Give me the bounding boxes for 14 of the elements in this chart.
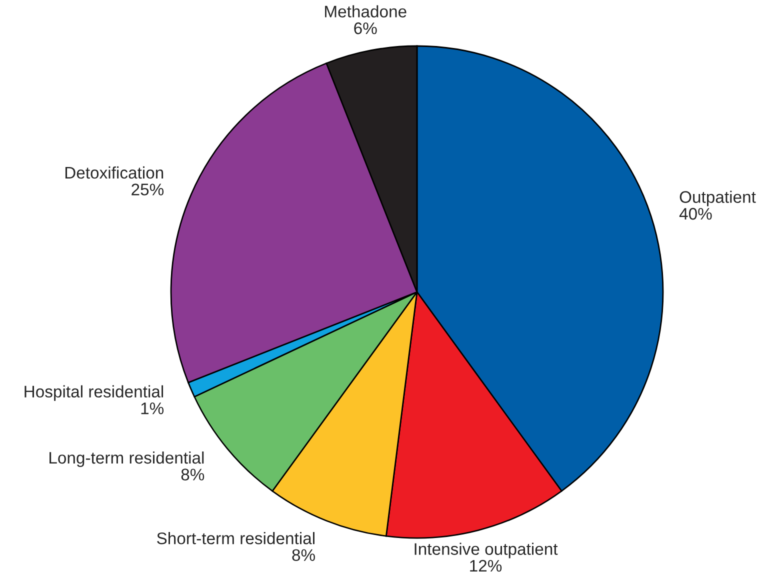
data-label: 6% [354, 22, 377, 34]
slice-label: Intensive outpatient [414, 542, 558, 558]
slice-label: Long-term residential [50, 451, 204, 468]
data-label: 12% [470, 560, 502, 572]
data-label: 1% [141, 402, 164, 414]
slice-label: Methadone [325, 5, 406, 18]
data-label: 8% [181, 468, 204, 480]
slice-label: Outpatient [680, 190, 756, 206]
data-label: 40% [679, 208, 712, 220]
data-label: 25% [132, 184, 164, 196]
slice-label: Detoxification [65, 166, 164, 179]
data-label: 8% [292, 549, 315, 562]
slice-label: Hospital residential [24, 385, 164, 401]
slice-label: Short-term residential [157, 532, 314, 544]
